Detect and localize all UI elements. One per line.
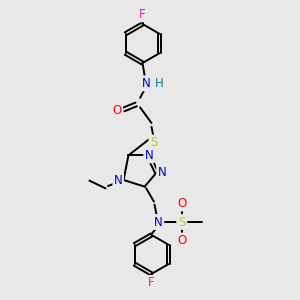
Text: S: S [150, 136, 157, 149]
Text: N: N [158, 166, 166, 179]
Text: N: N [114, 173, 123, 187]
Text: S: S [178, 215, 185, 229]
Text: H: H [154, 77, 164, 90]
Text: O: O [177, 234, 186, 247]
Text: F: F [148, 276, 155, 290]
Text: O: O [112, 104, 122, 118]
Text: O: O [177, 197, 186, 210]
Text: F: F [139, 8, 146, 21]
Text: N: N [145, 149, 154, 162]
Text: N: N [154, 215, 163, 229]
Text: N: N [142, 77, 151, 90]
